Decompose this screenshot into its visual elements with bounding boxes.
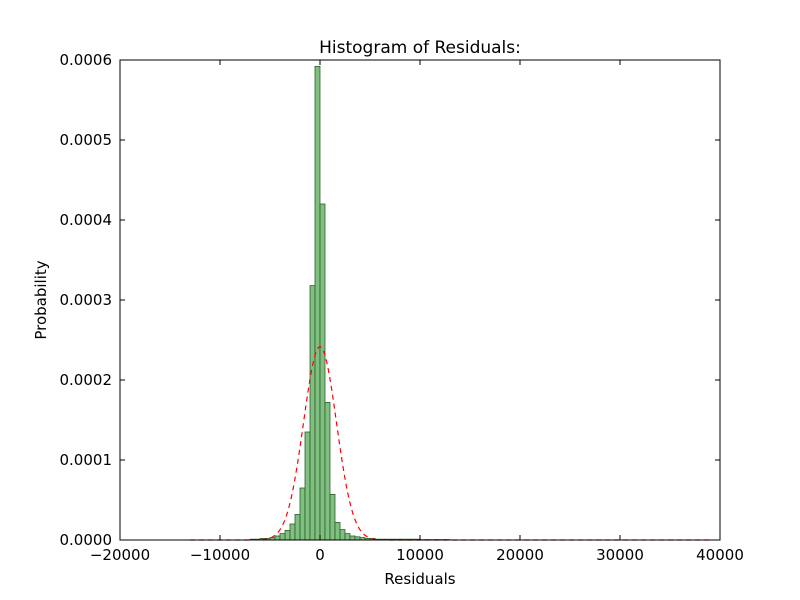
x-tick-label: −20000 xyxy=(90,546,150,564)
x-tick-label: 40000 xyxy=(696,546,744,564)
y-tick-label: 0.0002 xyxy=(60,371,113,389)
y-tick-label: 0.0003 xyxy=(60,291,113,309)
histogram-bar xyxy=(299,487,306,541)
histogram-bar xyxy=(279,533,286,541)
y-axis-label: Probability xyxy=(32,260,50,339)
x-tick-label: 10000 xyxy=(396,546,444,564)
histogram-bar xyxy=(344,533,351,541)
histogram-bar xyxy=(289,523,296,541)
histogram-bar xyxy=(319,203,326,541)
y-tick-label: 0.0005 xyxy=(60,131,113,149)
histogram-bar xyxy=(309,285,316,541)
x-tick-label: 30000 xyxy=(596,546,644,564)
y-tick-label: 0.0006 xyxy=(60,51,113,69)
x-tick-label: 20000 xyxy=(496,546,544,564)
histogram-bar xyxy=(314,66,321,541)
x-tick-label: 0 xyxy=(315,546,325,564)
y-tick-label: 0.0004 xyxy=(60,211,113,229)
histogram-bar xyxy=(274,535,281,541)
histogram-bar xyxy=(334,522,341,541)
y-tick-label: 0.0000 xyxy=(60,531,113,549)
x-axis-ticks: −20000 −10000 0 10000 20000 30000 40000 xyxy=(90,60,744,564)
y-tick-label: 0.0001 xyxy=(60,451,113,469)
x-axis-label: Residuals xyxy=(384,570,455,588)
histogram-bar xyxy=(304,431,311,541)
x-tick-label: −10000 xyxy=(190,546,250,564)
histogram-bar xyxy=(294,514,301,541)
histogram-bar xyxy=(284,530,291,541)
histogram-bar xyxy=(339,529,346,541)
histogram-bar xyxy=(329,493,336,541)
histogram-bar xyxy=(324,401,331,541)
chart-title: Histogram of Residuals: xyxy=(319,38,521,58)
y-axis-ticks: 0.0000 0.0001 0.0002 0.0003 0.0004 0.0005 0.00… xyxy=(60,51,720,549)
histogram-bar xyxy=(349,535,356,541)
